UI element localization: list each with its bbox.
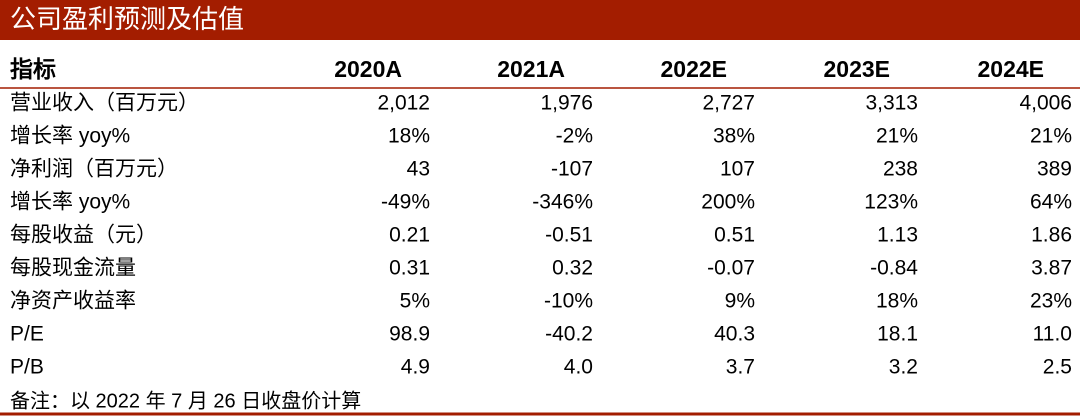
cell: 40.3 bbox=[714, 323, 755, 346]
cell: -40.2 bbox=[545, 323, 593, 346]
cell: -0.84 bbox=[870, 257, 918, 280]
cell: 3.87 bbox=[1031, 257, 1072, 280]
cell: 18% bbox=[876, 290, 918, 313]
cell: 2,012 bbox=[377, 92, 430, 115]
cell: 4,006 bbox=[1019, 92, 1072, 115]
cell: 0.32 bbox=[552, 257, 593, 280]
column-header: 2021A bbox=[497, 56, 565, 82]
cell: 1.86 bbox=[1031, 224, 1072, 247]
row-label: 净资产收益率 bbox=[10, 290, 136, 313]
title-bar bbox=[0, 0, 1080, 40]
cell: 1,976 bbox=[540, 92, 593, 115]
row-label: 净利润（百万元） bbox=[10, 158, 178, 181]
cell: -0.07 bbox=[707, 257, 755, 280]
cell: 98.9 bbox=[389, 323, 430, 346]
cell: -10% bbox=[544, 290, 593, 313]
cell: -2% bbox=[556, 125, 593, 148]
cell: -346% bbox=[532, 191, 593, 214]
cell: 18% bbox=[388, 125, 430, 148]
cell: 1.13 bbox=[877, 224, 918, 247]
row-label: 每股现金流量 bbox=[10, 257, 136, 280]
title: 公司盈利预测及估值 bbox=[10, 4, 244, 34]
column-header: 2024E bbox=[977, 56, 1044, 82]
cell: 3.2 bbox=[889, 356, 918, 379]
cell: 4.9 bbox=[401, 356, 430, 379]
cell: 38% bbox=[713, 125, 755, 148]
cell: -49% bbox=[381, 191, 430, 214]
row-label: P/B bbox=[10, 356, 44, 379]
column-header: 2022E bbox=[660, 56, 727, 82]
cell: 3.7 bbox=[726, 356, 755, 379]
cell: -107 bbox=[551, 158, 593, 181]
cell: 2.5 bbox=[1043, 356, 1072, 379]
column-header: 指标 bbox=[10, 56, 56, 82]
cell: 389 bbox=[1037, 158, 1072, 181]
cell: 0.51 bbox=[714, 224, 755, 247]
column-header: 2023E bbox=[823, 56, 890, 82]
cell: -0.51 bbox=[545, 224, 593, 247]
cell: 2,727 bbox=[702, 92, 755, 115]
column-header: 2020A bbox=[334, 56, 402, 82]
cell: 107 bbox=[720, 158, 755, 181]
note: 备注：以 2022 年 7 月 26 日收盘价计算 bbox=[10, 389, 361, 412]
cell: 23% bbox=[1030, 290, 1072, 313]
cell: 3,313 bbox=[865, 92, 918, 115]
row-label: 增长率 yoy% bbox=[10, 125, 130, 148]
cell: 0.31 bbox=[389, 257, 430, 280]
row-label: 增长率 yoy% bbox=[10, 191, 130, 214]
cell: 5% bbox=[400, 290, 430, 313]
row-label: 营业收入（百万元） bbox=[10, 92, 199, 115]
cell: 21% bbox=[1030, 125, 1072, 148]
cell: 238 bbox=[883, 158, 918, 181]
cell: 0.21 bbox=[389, 224, 430, 247]
cell: 4.0 bbox=[564, 356, 593, 379]
cell: 21% bbox=[876, 125, 918, 148]
cell: 123% bbox=[864, 191, 918, 214]
cell: 9% bbox=[725, 290, 755, 313]
cell: 43 bbox=[407, 158, 430, 181]
row-label: 每股收益（元） bbox=[10, 224, 157, 247]
cell: 64% bbox=[1030, 191, 1072, 214]
cell: 11.0 bbox=[1033, 323, 1072, 346]
row-label: P/E bbox=[10, 323, 44, 346]
cell: 18.1 bbox=[877, 323, 918, 346]
cell: 200% bbox=[701, 191, 755, 214]
